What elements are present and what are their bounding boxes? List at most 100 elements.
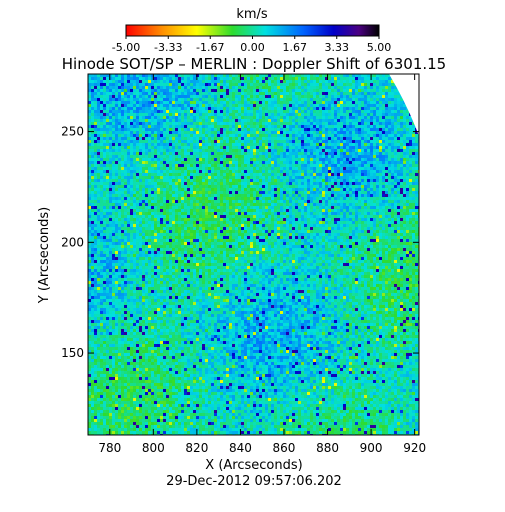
heatmap-cell [121, 83, 124, 86]
heatmap-cell [154, 89, 157, 92]
heatmap-cell [364, 140, 367, 143]
heatmap-cell [175, 80, 178, 83]
heatmap-cell [349, 119, 352, 122]
heatmap-cell [379, 185, 382, 188]
heatmap-cell [361, 155, 364, 158]
heatmap-cell [106, 200, 109, 203]
heatmap-cells [88, 74, 421, 437]
heatmap-cell [340, 158, 343, 161]
heatmap-cell [160, 158, 163, 161]
heatmap-cell [226, 89, 229, 92]
heatmap-cell [274, 149, 277, 152]
heatmap-cell [118, 104, 121, 107]
heatmap-cell [118, 158, 121, 161]
heatmap-cell [340, 200, 343, 203]
heatmap-cell [394, 203, 397, 206]
heatmap-cell [235, 185, 238, 188]
heatmap-cell [103, 122, 106, 125]
heatmap-cell [187, 116, 190, 119]
heatmap-cell [148, 107, 151, 110]
heatmap-cell [172, 185, 175, 188]
heatmap-cell [280, 119, 283, 122]
heatmap-cell [133, 143, 136, 146]
heatmap-cell [223, 89, 226, 92]
heatmap-cell [316, 206, 319, 209]
heatmap-cell [154, 125, 157, 128]
heatmap-cell [142, 149, 145, 152]
heatmap-cell [292, 125, 295, 128]
heatmap-cell [235, 143, 238, 146]
heatmap-cell [382, 77, 385, 80]
heatmap-cell [241, 155, 244, 158]
heatmap-cell [253, 146, 256, 149]
heatmap-cell [259, 143, 262, 146]
heatmap-cell [316, 146, 319, 149]
heatmap-cell [184, 143, 187, 146]
heatmap-cell [346, 137, 349, 140]
heatmap-cell [112, 119, 115, 122]
heatmap-cell [397, 113, 400, 116]
heatmap-cell [133, 185, 136, 188]
heatmap-cell [175, 86, 178, 89]
heatmap-cell [331, 113, 334, 116]
heatmap-cell [103, 167, 106, 170]
heatmap-cell [376, 146, 379, 149]
heatmap-cell [322, 116, 325, 119]
heatmap-cell [364, 98, 367, 101]
heatmap-cell [373, 149, 376, 152]
heatmap-cell [259, 179, 262, 182]
heatmap-cell [385, 119, 388, 122]
heatmap-cell [337, 155, 340, 158]
heatmap-cell [205, 200, 208, 203]
heatmap-cell [292, 86, 295, 89]
heatmap-cell [91, 80, 94, 83]
heatmap-cell [352, 176, 355, 179]
heatmap-cell [289, 188, 292, 191]
heatmap-cell [274, 182, 277, 185]
heatmap-cell [289, 167, 292, 170]
heatmap-cell [268, 110, 271, 113]
heatmap-cell [310, 95, 313, 98]
heatmap-cell [280, 149, 283, 152]
heatmap-cell [160, 116, 163, 119]
heatmap-cell [157, 161, 160, 164]
heatmap-cell [358, 119, 361, 122]
heatmap-cell [220, 77, 223, 80]
heatmap-cell [241, 125, 244, 128]
heatmap-cell [409, 131, 412, 134]
heatmap-cell [91, 89, 94, 92]
heatmap-cell [253, 200, 256, 203]
heatmap-cell [352, 98, 355, 101]
heatmap-cell [229, 149, 232, 152]
heatmap-cell [214, 95, 217, 98]
heatmap-cell [349, 149, 352, 152]
heatmap-cell [346, 134, 349, 137]
heatmap-cell [364, 125, 367, 128]
heatmap-cell [190, 125, 193, 128]
heatmap-cell [154, 155, 157, 158]
heatmap-cell [148, 200, 151, 203]
heatmap-cell [304, 152, 307, 155]
heatmap-cell [274, 113, 277, 116]
heatmap-cell [283, 176, 286, 179]
heatmap-cell [121, 101, 124, 104]
heatmap-cell [379, 131, 382, 134]
heatmap-cell [196, 116, 199, 119]
heatmap-cell [208, 140, 211, 143]
heatmap-cell [166, 125, 169, 128]
heatmap-cell [394, 155, 397, 158]
heatmap-cell [136, 146, 139, 149]
heatmap-cell [355, 98, 358, 101]
heatmap-cell [199, 137, 202, 140]
heatmap-cell [118, 107, 121, 110]
heatmap-cell [259, 149, 262, 152]
heatmap-cell [232, 149, 235, 152]
heatmap-cell [355, 185, 358, 188]
heatmap-cell [97, 86, 100, 89]
heatmap-cell [388, 92, 391, 95]
heatmap-cell [115, 89, 118, 92]
heatmap-cell [169, 113, 172, 116]
heatmap-cell [106, 155, 109, 158]
heatmap-cell [313, 182, 316, 185]
heatmap-cell [178, 116, 181, 119]
